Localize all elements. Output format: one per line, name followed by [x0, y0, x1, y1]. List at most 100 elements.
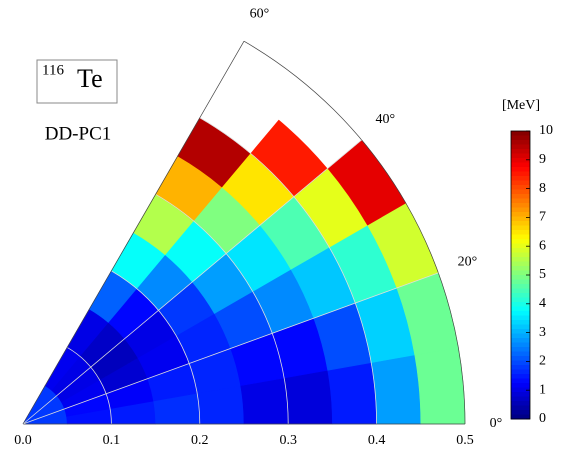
colorbar-strip — [511, 392, 530, 397]
colorbar-strip — [511, 261, 530, 267]
grid-arc — [111, 270, 201, 425]
angle-label: 40° — [375, 112, 395, 127]
colorbar-tick-label: 1 — [539, 382, 546, 397]
colorbar-strip — [511, 396, 530, 402]
colorbar-strip — [511, 248, 530, 253]
colorbar-tick-label: 0 — [539, 411, 546, 426]
colorbar-strip — [511, 378, 530, 384]
grid-arc — [199, 117, 377, 425]
colorbar-strip — [511, 135, 530, 141]
colorbar-strip — [511, 284, 530, 289]
colorbar-strip — [511, 302, 530, 307]
outer-arc — [243, 40, 466, 425]
model-label: DD-PC1 — [45, 123, 112, 144]
angle-line — [22, 41, 245, 425]
colorbar-strip — [511, 297, 530, 303]
label-box — [36, 59, 118, 104]
colorbar-tick-label: 10 — [539, 123, 553, 138]
colorbar-strip — [511, 270, 530, 276]
colorbar-strip — [511, 306, 530, 312]
colorbar-strip — [511, 131, 530, 136]
cell — [283, 369, 333, 425]
colorbar-strip — [511, 324, 530, 330]
angle-line — [22, 272, 439, 425]
grid-arc — [66, 347, 112, 425]
colorbar-strip — [511, 387, 530, 393]
colorbar-strip — [511, 162, 530, 168]
colorbar-strip — [511, 239, 530, 244]
colorbar-strip — [511, 369, 530, 375]
colorbar-strip — [511, 338, 530, 343]
colorbar-tick-label: 7 — [539, 210, 546, 225]
colorbar-strip — [511, 315, 530, 321]
colorbar-strip — [511, 275, 530, 280]
colorbar-strip — [511, 230, 530, 235]
colorbar-strip — [511, 234, 530, 240]
colorbar-strip — [511, 153, 530, 159]
angle-label: 60° — [250, 7, 270, 22]
colorbar-strip — [511, 185, 530, 190]
colorbar-tick-label: 6 — [539, 238, 546, 253]
colorbar-strip — [511, 203, 530, 208]
colorbar-strip — [511, 167, 530, 172]
colorbar-strip — [511, 149, 530, 154]
colorbar-strip — [511, 176, 530, 181]
colorbar-strip — [511, 279, 530, 285]
colorbar-strip — [511, 356, 530, 361]
x-tick-label: 0.4 — [368, 433, 386, 448]
colorbar-strip — [511, 401, 530, 406]
angle-label: 0° — [490, 416, 503, 431]
colorbar-strip — [511, 288, 530, 294]
colorbar-strip — [511, 198, 530, 204]
colorbar-strip — [511, 342, 530, 348]
grid-arc — [155, 193, 289, 425]
colorbar-tick-label: 8 — [539, 181, 546, 196]
colorbar-strip — [511, 266, 530, 271]
colorbar-tick-label: 5 — [539, 267, 546, 282]
colorbar-strip — [511, 365, 530, 370]
colorbar-strip — [511, 207, 530, 213]
cell — [414, 346, 466, 425]
angle-line — [22, 139, 362, 425]
x-tick-label: 0.3 — [279, 433, 297, 448]
colorbar-strip — [511, 360, 530, 366]
colorbar-strip — [511, 225, 530, 231]
colorbar-strip — [511, 414, 530, 420]
colorbar-strip — [511, 158, 530, 163]
grid — [22, 40, 466, 425]
colorbar-strip — [511, 189, 530, 195]
colorbar-strip — [511, 333, 530, 339]
cell — [370, 354, 422, 425]
x-tick-label: 0.2 — [191, 433, 209, 448]
nucleus-symbol: Te — [77, 64, 103, 93]
colorbar-strip — [511, 140, 530, 145]
angle-label: 20° — [458, 254, 478, 269]
cell — [240, 377, 289, 425]
colorbar-strip — [511, 383, 530, 388]
colorbar-strip — [511, 257, 530, 262]
colorbar-strip — [511, 243, 530, 249]
cell — [327, 362, 377, 425]
colorbar-strip — [511, 180, 530, 186]
colorbar-tick-label: 4 — [539, 296, 546, 311]
nucleus-mass: 116 — [42, 62, 64, 78]
x-tick-label: 0.1 — [103, 433, 121, 448]
colorbar-strip — [511, 329, 530, 334]
colorbar-strip — [511, 293, 530, 298]
x-tick-label: 0.0 — [14, 433, 32, 448]
colorbar-tick-label: 2 — [539, 354, 546, 369]
heatmap — [22, 40, 466, 425]
colorbar-strip — [511, 144, 530, 150]
colorbar-strip — [511, 171, 530, 177]
colorbar-tick-label: 3 — [539, 325, 546, 340]
colorbar-tick-label: 9 — [539, 152, 546, 167]
colorbar-strip — [511, 320, 530, 325]
colorbar-strip — [511, 405, 530, 411]
colorbar-strip — [511, 212, 530, 217]
colorbar-strip — [511, 252, 530, 258]
colorbar-strip — [511, 194, 530, 199]
colorbar-strip — [511, 410, 530, 415]
colorbar-label: [MeV] — [502, 98, 540, 113]
colorbar-strip — [511, 216, 530, 222]
